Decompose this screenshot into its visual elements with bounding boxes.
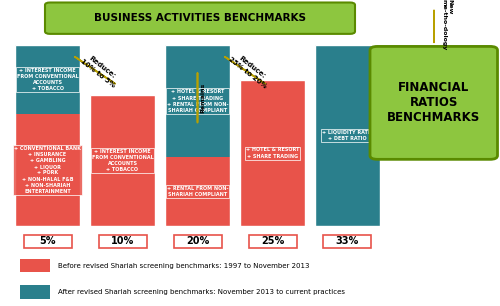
Text: 25%: 25% xyxy=(261,237,284,246)
Text: + HOTEL & RESORT
+ SHARE TRADING: + HOTEL & RESORT + SHARE TRADING xyxy=(246,147,299,159)
Text: + RENTAL FROM NON-
SHARIAH COMPLIANT: + RENTAL FROM NON- SHARIAH COMPLIANT xyxy=(167,186,228,197)
FancyBboxPatch shape xyxy=(24,235,72,248)
Bar xyxy=(240,80,305,226)
Text: 10%: 10% xyxy=(111,237,134,246)
Bar xyxy=(315,45,380,226)
Text: + HOTEL & RESORT
+ SHARE TRADING
+ RENTAL FROM NON-
SHARIAH COMPLIANT: + HOTEL & RESORT + SHARE TRADING + RENTA… xyxy=(167,89,228,113)
Bar xyxy=(15,45,80,226)
Text: Remains: Remains xyxy=(200,83,205,113)
Text: + INTEREST INCOME
FROM CONVENTIONAL
ACCOUNTS
+ TOBACCO: + INTEREST INCOME FROM CONVENTIONAL ACCO… xyxy=(16,68,78,91)
Text: Before revised Shariah screening benchmarks: 1997 to November 2013: Before revised Shariah screening benchma… xyxy=(58,263,309,269)
Text: After revised Shariah screening benchmarks: November 2013 to current practices: After revised Shariah screening benchmar… xyxy=(58,289,344,295)
Text: 33%: 33% xyxy=(336,237,359,246)
Text: + CONVENTIONAL BANK
+ INSURANCE
+ GAMBLING
+ LIQUOR
+ PORK
+ NON-HALAL F&B
+ NON: + CONVENTIONAL BANK + INSURANCE + GAMBLI… xyxy=(14,146,81,194)
FancyBboxPatch shape xyxy=(248,235,296,248)
Bar xyxy=(20,259,50,272)
Bar xyxy=(15,45,80,114)
Text: + INTEREST INCOME
FROM CONVENTIONAL
ACCOUNTS
+ TOBACCO: + INTEREST INCOME FROM CONVENTIONAL ACCO… xyxy=(92,149,154,172)
Text: Reduce:
25% to 20%: Reduce: 25% to 20% xyxy=(228,51,272,90)
FancyBboxPatch shape xyxy=(45,2,355,34)
Bar xyxy=(90,95,155,226)
FancyBboxPatch shape xyxy=(174,235,222,248)
Bar xyxy=(165,45,230,157)
Text: 20%: 20% xyxy=(186,237,209,246)
Text: Reduce:
10% to 5%: Reduce: 10% to 5% xyxy=(80,52,120,88)
Text: + LIQUIDITY RATIO
+ DEBT RATIO: + LIQUIDITY RATIO + DEBT RATIO xyxy=(322,130,374,141)
Bar xyxy=(20,285,50,299)
Bar xyxy=(240,80,305,226)
FancyBboxPatch shape xyxy=(370,47,498,159)
FancyBboxPatch shape xyxy=(98,235,146,248)
Bar xyxy=(165,157,230,226)
FancyBboxPatch shape xyxy=(324,235,372,248)
Text: FINANCIAL
RATIOS
BENCHMARKS: FINANCIAL RATIOS BENCHMARKS xyxy=(387,81,480,124)
Bar xyxy=(165,45,230,226)
Bar xyxy=(15,114,80,226)
Text: New
me-tho-dology: New me-tho-dology xyxy=(442,0,452,51)
Text: 5%: 5% xyxy=(39,237,56,246)
Bar xyxy=(90,95,155,226)
Text: BUSINESS ACTIVITIES BENCHMARKS: BUSINESS ACTIVITIES BENCHMARKS xyxy=(94,13,306,23)
Bar xyxy=(315,45,380,226)
